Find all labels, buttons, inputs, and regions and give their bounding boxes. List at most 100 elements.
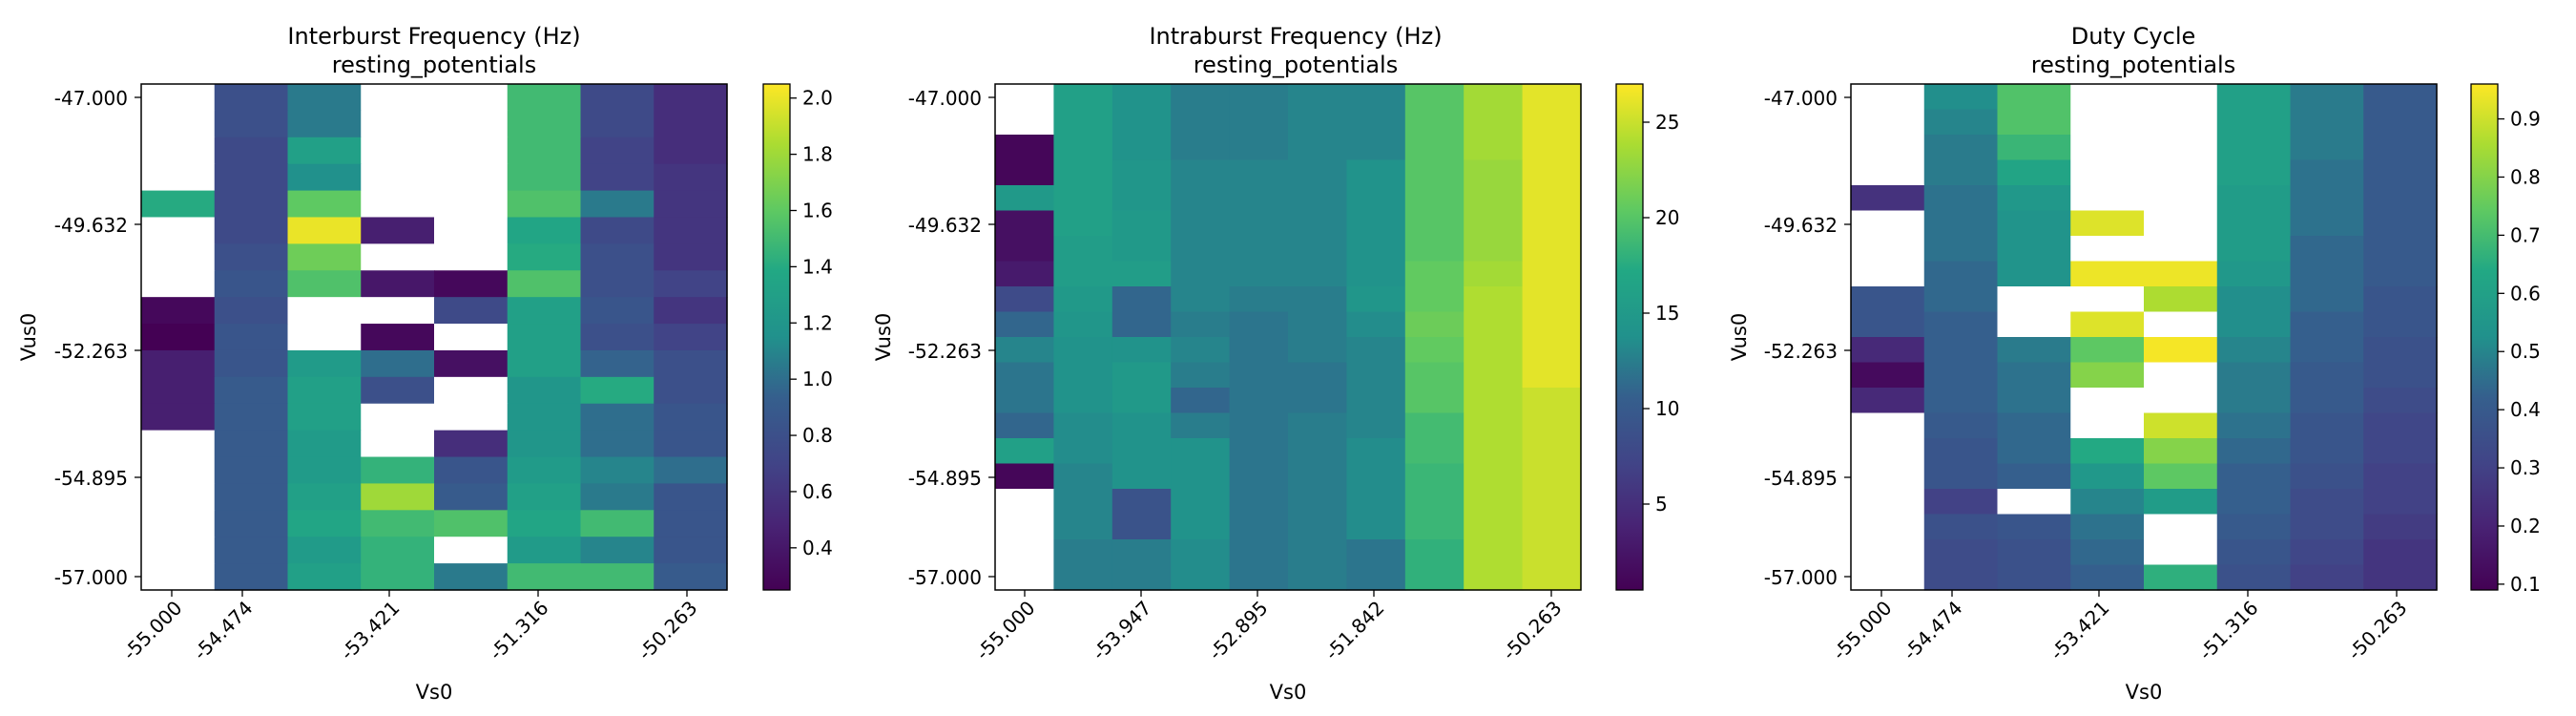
- heatmap-cell: [1288, 236, 1347, 263]
- heatmap-cell: [1346, 362, 1406, 389]
- heatmap-cell: [507, 349, 582, 378]
- x-tick-label: -53.421: [2046, 597, 2114, 665]
- heatmap-cell: [1229, 337, 1289, 364]
- heatmap-cell: [2070, 135, 2145, 161]
- heatmap-cell: [1288, 210, 1347, 237]
- y-tick-label: -57.000: [54, 566, 128, 589]
- heatmap-cell: [1404, 412, 1465, 439]
- heatmap-cell: [141, 563, 216, 591]
- heatmap-cell: [995, 311, 1054, 338]
- colorbar-tick-label: 0.8: [802, 424, 833, 447]
- heatmap-cell: [214, 110, 289, 138]
- heatmap-cell: [434, 376, 509, 405]
- heatmap-cell: [287, 349, 362, 378]
- heatmap-cell: [1522, 261, 1582, 287]
- heatmap-cell: [2216, 438, 2292, 465]
- heatmap-cell: [141, 324, 216, 351]
- heatmap-cell: [1464, 388, 1524, 414]
- heatmap-cell: [1171, 210, 1231, 237]
- heatmap-cell: [287, 163, 362, 192]
- heatmap-cell: [580, 297, 654, 325]
- heatmap-cell: [2070, 261, 2145, 287]
- heatmap-cell: [2070, 210, 2145, 237]
- heatmap-cell: [1288, 412, 1347, 439]
- heatmap-cell: [507, 403, 582, 432]
- heatmap-cell: [1464, 564, 1524, 591]
- heatmap-cell: [1288, 109, 1347, 136]
- heatmap-cell: [1171, 514, 1231, 540]
- heatmap-cell: [1171, 84, 1231, 111]
- colorbar-tick-label: 0.4: [2510, 398, 2541, 421]
- heatmap-cell: [580, 270, 654, 298]
- colorbar-tick-label: 1.2: [802, 311, 833, 334]
- heatmap-cell: [287, 137, 362, 165]
- heatmap-cell: [1464, 489, 1524, 516]
- heatmap-cell: [1053, 463, 1113, 490]
- heatmap-cell: [2144, 109, 2218, 136]
- heatmap-cell: [654, 349, 728, 378]
- heatmap-cell: [2144, 236, 2218, 263]
- heatmap-cell: [580, 430, 654, 458]
- heatmap-cell: [2290, 388, 2364, 414]
- heatmap-cell: [1522, 412, 1582, 439]
- plot-frame: [140, 83, 728, 591]
- heatmap-cell: [2363, 286, 2438, 313]
- heatmap-cell: [2070, 311, 2145, 338]
- heatmap-cell: [507, 217, 582, 244]
- heatmap-cell: [1171, 438, 1231, 465]
- heatmap-cell: [1522, 210, 1582, 237]
- heatmap-cell: [1522, 337, 1582, 364]
- heatmap-cell: [214, 456, 289, 485]
- heatmap-cell: [1288, 362, 1347, 389]
- heatmap-cell: [1229, 236, 1289, 263]
- heatmap-cell: [1229, 514, 1289, 540]
- heatmap-cell: [2290, 463, 2364, 490]
- heatmap-cell: [1923, 362, 1999, 389]
- heatmap-cell: [1923, 388, 1999, 414]
- heatmap-cell: [1229, 135, 1289, 161]
- heatmap-cell: [287, 297, 362, 325]
- x-tick-label: -54.474: [189, 597, 258, 665]
- heatmap-cell: [214, 324, 289, 351]
- heatmap-cell: [995, 463, 1054, 490]
- heatmap-cell: [507, 376, 582, 405]
- heatmap-cell: [2363, 412, 2438, 439]
- x-tick-label: -50.263: [2343, 597, 2412, 665]
- heatmap-cell: [507, 163, 582, 192]
- x-axis: -55.000 -54.474 -53.421 -51.316 -50.263 …: [118, 590, 702, 704]
- heatmap-cell: [1997, 236, 2071, 263]
- heatmap-cell: [2363, 489, 2438, 516]
- heatmap-cell: [434, 137, 509, 165]
- heatmap-cell: [141, 270, 216, 298]
- heatmap-cell: [1229, 84, 1289, 111]
- heatmap-cell: [1171, 564, 1231, 591]
- heatmap-cell: [2290, 135, 2364, 161]
- x-axis-label: Vs0: [416, 681, 453, 704]
- y-tick-label: -49.632: [54, 214, 128, 237]
- heatmap-cell: [654, 563, 728, 591]
- heatmap-cell: [995, 109, 1054, 136]
- heatmap-cell: [141, 537, 216, 564]
- heatmap-cell: [2363, 438, 2438, 465]
- heatmap-cell: [287, 190, 362, 219]
- heatmap-cell: [2216, 109, 2292, 136]
- heatmap-cell: [1464, 210, 1524, 237]
- heatmap-cell: [361, 376, 435, 405]
- heatmap-cell: [2216, 337, 2292, 364]
- heatmap-cell: [2363, 337, 2438, 364]
- heatmap-cell: [2070, 489, 2145, 516]
- heatmap-cell: [141, 243, 216, 271]
- x-axis-label: Vs0: [1270, 681, 1307, 704]
- heatmap-cell: [361, 190, 435, 219]
- heatmap-cell: [1923, 185, 1999, 212]
- heatmap-cell: [287, 324, 362, 351]
- heatmap-cell: [1851, 286, 1925, 313]
- heatmap-cell: [1111, 564, 1172, 591]
- heatmap-cell: [1346, 311, 1406, 338]
- x-tick-label: -50.263: [634, 597, 702, 665]
- heatmap-cell: [1053, 564, 1113, 591]
- heatmap-cell: [1053, 84, 1113, 111]
- heatmap-cell: [214, 137, 289, 165]
- heatmap-cell: [1404, 388, 1465, 414]
- heatmap-cell: [1229, 362, 1289, 389]
